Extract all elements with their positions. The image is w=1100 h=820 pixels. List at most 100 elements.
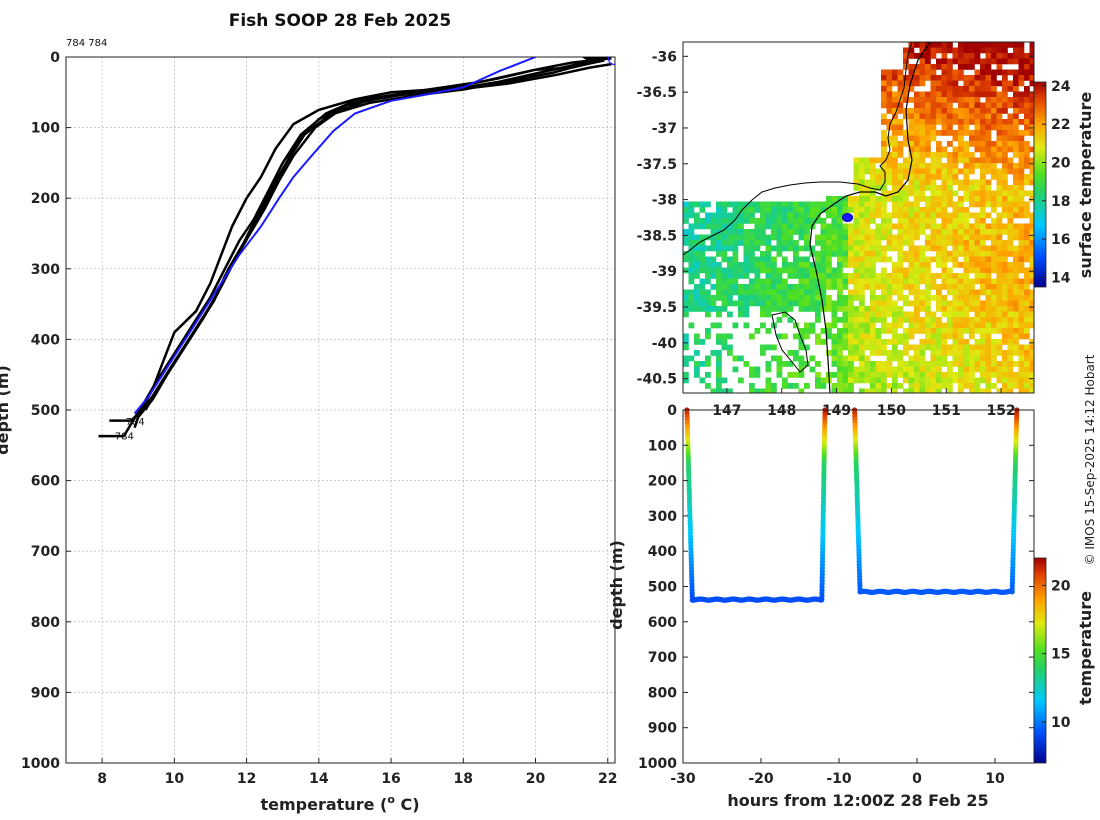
sst-cell [941, 47, 948, 54]
sst-cell [985, 212, 992, 219]
sst-cell [897, 306, 904, 312]
sst-cell [886, 328, 893, 334]
sst-cell [771, 273, 777, 279]
sst-cell [969, 333, 975, 340]
sst-cell [974, 47, 981, 54]
sst-cell [974, 339, 981, 345]
sst-cell [683, 361, 689, 367]
sst-cell [925, 333, 931, 340]
sst-cell [1013, 383, 1019, 389]
sst-cell [996, 234, 1003, 241]
sst-cell [903, 190, 909, 197]
sst-cell [897, 218, 904, 224]
sst-cell [776, 278, 783, 285]
sst-cell [831, 333, 838, 340]
sst-cell [1007, 306, 1014, 312]
x-label-main: temperature ( [260, 795, 387, 814]
sst-cell [930, 372, 937, 378]
sst-cell [991, 278, 997, 285]
sst-cell [980, 355, 986, 362]
sst-cell [941, 185, 948, 191]
sst-cell [694, 256, 700, 263]
sst-cell [897, 201, 904, 208]
dt-y-tick-label: 100 [648, 438, 677, 454]
sst-cell [925, 75, 931, 81]
sst-cell [1013, 229, 1019, 235]
sst-cell [996, 306, 1003, 312]
sst-cell [793, 267, 799, 274]
sst-cell [1002, 108, 1008, 114]
sst-cell [919, 58, 926, 65]
sst-cell [1029, 295, 1034, 301]
sst-cell [875, 366, 882, 373]
sst-cell [991, 207, 997, 213]
sst-cell [958, 86, 964, 92]
sst-cell [694, 289, 700, 296]
sst-cell [952, 251, 959, 257]
sst-cell [881, 251, 887, 257]
sst-cell [897, 317, 904, 323]
sst-cell [1013, 135, 1019, 142]
sst-cell [749, 245, 755, 252]
sst-cell [787, 383, 794, 389]
sst-cell [958, 201, 964, 208]
sst-cell [848, 366, 854, 373]
sst-cell [699, 289, 706, 296]
sst-colorbar-tick-label: 22 [1051, 117, 1070, 133]
sst-cell [908, 251, 915, 257]
sst-cell [875, 278, 882, 285]
sst-cell [903, 256, 909, 263]
sst-cell [738, 229, 744, 235]
sst-cell [1002, 355, 1008, 362]
sst-cell [919, 212, 926, 219]
sst-cell [875, 179, 882, 186]
sst-cell [1024, 141, 1030, 147]
sst-cell [875, 350, 882, 356]
sst-cell [738, 234, 744, 241]
sst-cell [919, 113, 926, 120]
sst-cell [919, 69, 926, 76]
sst-cell [732, 284, 739, 290]
sst-cell [732, 278, 739, 285]
sst-cell [980, 80, 986, 87]
sst-cell [1002, 245, 1008, 252]
sst-cell [947, 333, 953, 340]
sst-cell [859, 251, 865, 257]
sst-cell [848, 372, 854, 378]
sst-cell [743, 284, 750, 290]
sst-cell [974, 113, 981, 120]
sst-cell [1002, 53, 1008, 59]
sst-cell [919, 196, 926, 202]
sst-cell [985, 157, 992, 164]
sst-cell [903, 201, 909, 208]
sst-cell [930, 108, 937, 114]
sst-cell [892, 179, 898, 186]
sst-cell [754, 295, 761, 301]
sst-cell [1024, 278, 1030, 285]
sst-cell [743, 240, 750, 246]
sst-cell [694, 240, 700, 246]
sst-cell [809, 355, 816, 362]
sst-cell [1013, 130, 1019, 136]
sst-cell [875, 185, 882, 191]
sst-cell [837, 289, 843, 296]
sst-cell [930, 86, 937, 92]
sst-cell [771, 300, 777, 307]
sst-cell [870, 284, 876, 290]
sst-cell [831, 229, 838, 235]
sst-cell [980, 317, 986, 323]
sst-cell [1029, 130, 1034, 136]
sst-cell [842, 262, 849, 268]
sst-cell [782, 295, 788, 301]
map-y-tick-label: -38 [652, 193, 677, 209]
sst-cells [683, 42, 1034, 393]
sst-cell [919, 97, 926, 103]
sst-cell [870, 157, 876, 164]
sst-cell [941, 58, 948, 65]
sst-cell [732, 229, 739, 235]
sst-cell [903, 91, 909, 98]
sst-cell [892, 267, 898, 274]
sst-cell [1018, 185, 1025, 191]
sst-cell [1002, 366, 1008, 373]
map-lines [683, 42, 931, 393]
